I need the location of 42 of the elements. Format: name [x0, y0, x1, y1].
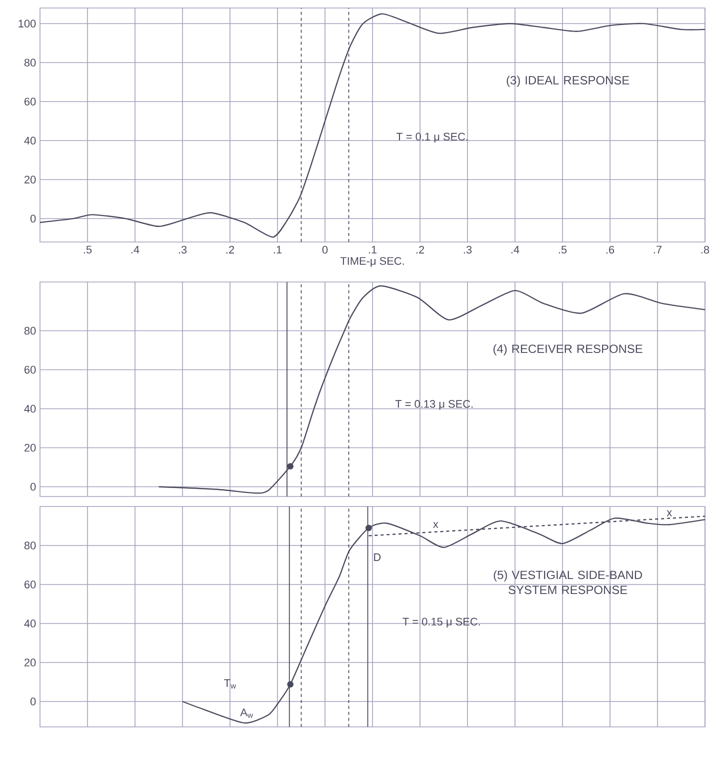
- y-tick-label: 40: [24, 620, 36, 628]
- x-tick-label: .8: [701, 246, 709, 254]
- x-tick-label: .1: [368, 246, 376, 254]
- y-tick-label: 40: [24, 404, 36, 413]
- y-tick-label: 60: [24, 580, 36, 588]
- x-tick-label: .7: [654, 246, 662, 254]
- annotation: T = 0.15 μ SEC.: [402, 618, 480, 628]
- y-tick-label: 0: [30, 698, 36, 706]
- x-tick-label: .1: [274, 246, 282, 254]
- y-tick-label: 0: [30, 214, 36, 222]
- x-tick-label: .4: [131, 246, 140, 254]
- x-tick-label: .2: [226, 246, 234, 254]
- y-tick-label: 20: [24, 658, 36, 666]
- x-tick-label: 0: [322, 246, 328, 254]
- y-tick-label: 100: [18, 20, 36, 28]
- y-tick-label: 80: [24, 58, 36, 66]
- y-tick-label: 80: [24, 326, 36, 335]
- x-tick-label: .4: [511, 246, 520, 254]
- annotation: T$_{w}$: [224, 679, 236, 688]
- x-tick-label: .5: [558, 246, 566, 254]
- text: (3) IDEAL RESPONSE: [506, 76, 629, 87]
- text: (5) VESTIGIAL SIDE-BAND SYSTEM RESPONSE: [494, 570, 642, 594]
- annotation: D: [374, 553, 380, 561]
- annotation: x: [432, 522, 438, 528]
- y-tick-label: 20: [24, 444, 36, 452]
- y-tick-label: 60: [24, 98, 36, 106]
- annotation: x: [666, 510, 672, 516]
- y-tick-label: 20: [24, 176, 36, 184]
- y-tick-label: 60: [24, 366, 36, 374]
- y-tick-label: 80: [24, 542, 36, 550]
- x-axis-title: TIME-μ SEC.: [340, 257, 404, 267]
- y-tick-label: 40: [24, 136, 36, 144]
- x-tick-label: .2: [416, 246, 424, 254]
- x-tick-label: .6: [606, 246, 614, 254]
- x-tick-label: .3: [178, 246, 186, 254]
- annotation: T = 0.1 μ SEC.: [396, 132, 468, 143]
- annotation: T = 0.13 μ SEC.: [395, 400, 472, 410]
- annotation: A$_{w}$: [240, 708, 253, 718]
- text: (4) RECEIVER RESPONSE: [493, 344, 642, 356]
- y-tick-label: 0: [30, 482, 36, 491]
- x-tick-label: .3: [464, 246, 472, 254]
- x-tick-label: .5: [84, 246, 92, 254]
